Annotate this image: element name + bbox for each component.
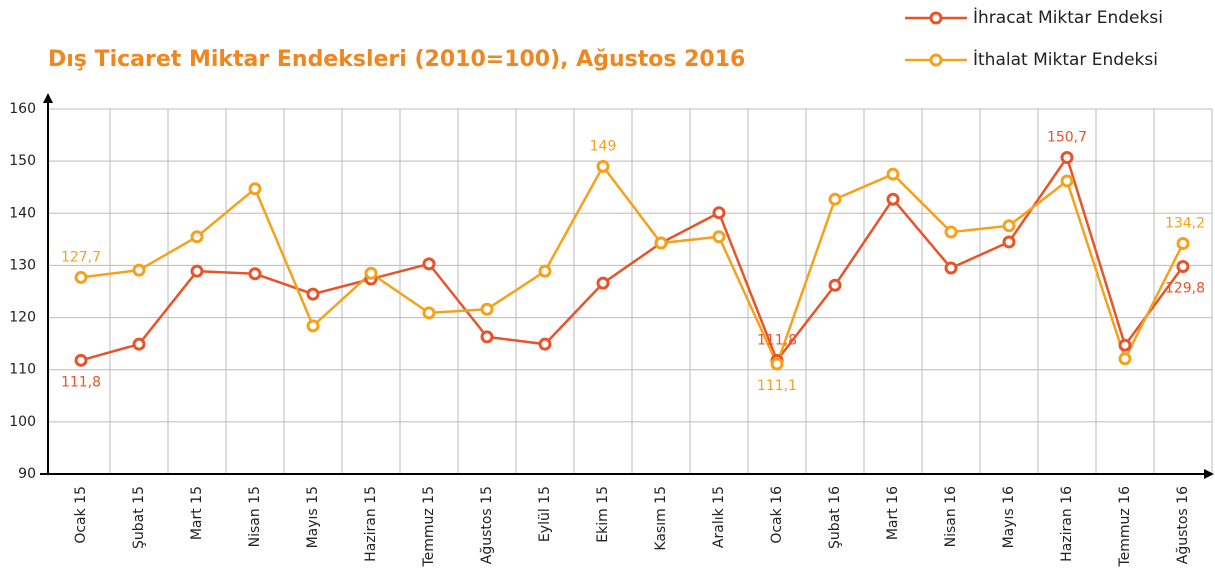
data-label: 129,8 [1165,280,1205,296]
data-label: 127,7 [61,249,101,265]
data-point [712,206,726,220]
chart-title: Dış Ticaret Miktar Endeksleri (2010=100)… [48,47,745,72]
data-point [770,357,784,371]
data-point [538,264,552,278]
data-point [1176,237,1190,251]
x-tick-label: Nisan 15 [247,486,263,547]
data-point [422,306,436,320]
data-label: 134,2 [1165,216,1205,232]
y-tick-label: 140 [9,205,36,221]
data-point [74,353,88,367]
x-tick-label: Mart 15 [189,486,205,540]
data-point [1118,338,1132,352]
y-tick-label: 90 [18,466,36,482]
data-point [944,225,958,239]
data-point [886,167,900,181]
x-axis-arrow [1204,469,1214,479]
data-label: 150,7 [1047,129,1087,145]
legend-label: İhracat Miktar Endeksi [973,7,1163,28]
data-point [538,337,552,351]
y-tick-label: 120 [9,310,36,326]
data-point [306,319,320,333]
legend-marker [929,53,943,67]
x-tick-label: Ocak 15 [73,486,89,544]
data-label: 111,8 [61,374,101,390]
x-tick-label: Ocak 16 [769,486,785,544]
data-point [190,264,204,278]
x-tick-label: Ekim 15 [595,486,611,543]
data-point [422,257,436,271]
data-point [132,263,146,277]
y-axis-arrow [43,93,53,103]
data-point [248,182,262,196]
y-tick-label: 130 [9,257,36,273]
legend-label: İthalat Miktar Endeksi [973,49,1158,70]
data-point [596,159,610,173]
data-point [828,192,842,206]
x-tick-label: Mayıs 16 [1001,486,1017,548]
x-tick-label: Kasım 15 [653,486,669,551]
data-point [190,230,204,244]
data-point [248,267,262,281]
y-tick-label: 100 [9,414,36,430]
x-tick-label: Mart 16 [885,486,901,540]
data-point [1060,174,1074,188]
data-point [1060,150,1074,164]
data-point [480,330,494,344]
x-tick-label: Ağustos 16 [1175,486,1191,564]
legend-marker [929,11,943,25]
x-tick-label: Aralık 15 [711,486,727,548]
x-tick-label: Eylül 15 [537,486,553,542]
data-point [480,302,494,316]
x-tick-label: Şubat 15 [131,486,147,549]
y-tick-label: 150 [9,153,36,169]
series-line [80,164,1185,368]
data-point [596,276,610,290]
data-point [828,278,842,292]
x-tick-label: Temmuz 16 [1117,486,1133,568]
x-tick-label: Haziran 15 [363,486,379,562]
x-tick-label: Temmuz 15 [421,486,437,568]
data-point [1176,259,1190,273]
y-tick-label: 110 [9,362,36,378]
data-point [654,236,668,250]
data-point [712,230,726,244]
data-label: 149 [590,138,617,154]
data-label: 111,8 [757,332,797,348]
data-point [1002,219,1016,233]
series-line [80,154,1185,363]
data-point [364,266,378,280]
x-tick-label: Mayıs 15 [305,486,321,548]
data-point [886,192,900,206]
data-point [132,337,146,351]
x-tick-label: Haziran 16 [1059,486,1075,562]
data-point [306,287,320,301]
x-tick-label: Nisan 16 [943,486,959,547]
data-point [1002,235,1016,249]
data-point [74,270,88,284]
data-point [1118,352,1132,366]
data-point [944,261,958,275]
x-tick-label: Şubat 16 [827,486,843,549]
data-label: 111,1 [757,378,797,394]
y-tick-label: 160 [9,101,36,117]
x-tick-label: Ağustos 15 [479,486,495,564]
